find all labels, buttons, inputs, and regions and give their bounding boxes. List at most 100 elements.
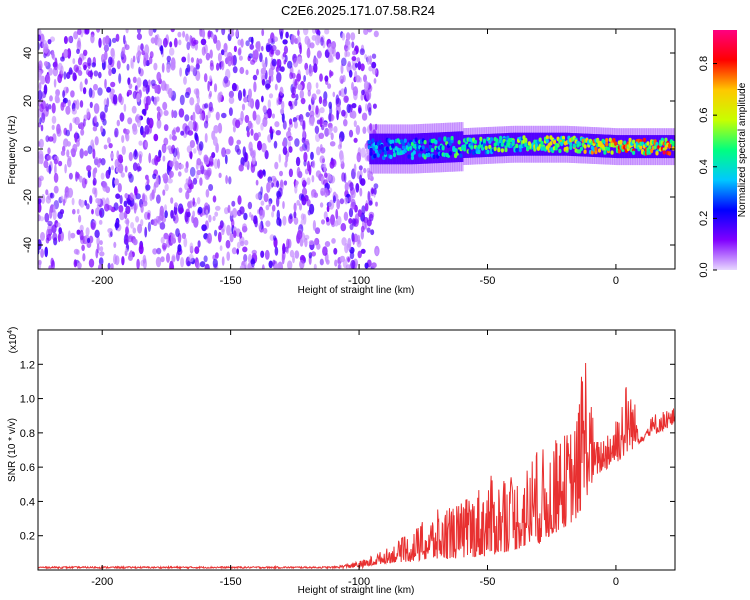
spectrogram-noise-cell [311, 29, 317, 34]
spectrogram-noise-cell [38, 198, 42, 204]
spectrogram-x-tick-label: -50 [480, 275, 496, 287]
spectrogram-signal-peak [572, 143, 576, 148]
spectrogram-noise-cell [164, 183, 169, 192]
spectrogram-noise-cell [224, 207, 229, 215]
spectrogram-noise-cell [96, 159, 101, 168]
spectrogram-noise-cell [178, 163, 184, 170]
spectrogram-noise-cell [156, 119, 162, 129]
spectrogram-noise-cell [221, 147, 227, 158]
spectrogram-noise-cell [44, 159, 48, 167]
spectrogram-noise-cell [93, 83, 98, 91]
spectrogram-signal-peak [565, 146, 569, 151]
spectrogram-noise-cell [130, 222, 135, 229]
spectrogram-noise-cell [111, 67, 117, 75]
spectrogram-noise-cell [124, 165, 128, 173]
spectrogram-noise-cell [187, 87, 191, 93]
spectrogram-noise-cell [279, 170, 283, 177]
spectrogram-noise-cell [147, 221, 151, 232]
spectrogram-noise-cell [108, 166, 111, 176]
spectrogram-noise-cell [190, 182, 194, 190]
spectrogram-noise-cell [324, 127, 330, 137]
snr-y-tick-label: 1.0 [20, 394, 35, 406]
spectrogram-noise-cell [289, 213, 293, 220]
spectrogram-noise-cell [114, 178, 119, 186]
spectrogram-noise-cell [245, 40, 250, 47]
spectrogram-noise-cell [62, 90, 65, 99]
spectrogram-y-tick-label: 0 [22, 146, 34, 152]
spectrogram-noise-cell [263, 170, 266, 177]
spectrogram-noise-cell [261, 264, 265, 269]
spectrogram-noise-cell [285, 154, 289, 163]
spectrogram-noise-cell [170, 197, 174, 204]
spectrogram-noise-cell [65, 129, 71, 137]
spectrogram-noise-cell [356, 152, 362, 163]
spectrogram-noise-cell [132, 55, 136, 63]
spectrogram-noise-cell [156, 247, 162, 255]
spectrogram-noise-cell [306, 47, 311, 59]
spectrogram-signal-peak [538, 137, 542, 142]
spectrogram-signal-peak [668, 151, 672, 156]
spectrogram-noise-cell [163, 110, 169, 116]
spectrogram-noise-cell [94, 136, 99, 146]
spectrogram-noise-cell [124, 250, 128, 256]
spectrogram-noise-cell [127, 199, 131, 206]
spectrogram-noise-cell [188, 151, 193, 159]
spectrogram-noise-cell [85, 203, 90, 210]
spectrogram-noise-cell [276, 180, 280, 188]
spectrogram-noise-cell [205, 52, 211, 61]
spectrogram-signal-cell [455, 131, 459, 163]
spectrogram-noise-cell [355, 75, 361, 83]
spectrogram-noise-cell [341, 57, 347, 67]
spectrogram-noise-cell [66, 149, 70, 158]
spectrogram-y-tick-label: -40 [22, 237, 34, 253]
spectrogram-noise-cell [322, 98, 328, 107]
spectrogram-noise-cell [97, 198, 101, 206]
spectrogram-noise-cell [185, 161, 189, 169]
spectrogram-signal-peak [427, 152, 431, 157]
spectrogram-noise-cell [350, 259, 356, 269]
spectrogram-noise-cell [273, 263, 279, 269]
spectrogram-noise-cell [192, 197, 195, 206]
spectrogram-noise-cell [184, 167, 189, 173]
spectrogram-noise-cell [296, 73, 301, 82]
spectrogram-noise-cell [241, 103, 246, 111]
spectrogram-noise-cell [328, 199, 335, 210]
spectrogram-noise-cell [287, 135, 293, 141]
spectrogram-signal-peak [648, 145, 652, 150]
spectrogram-noise-cell [63, 71, 67, 80]
spectrogram-noise-cell [146, 178, 150, 185]
spectrogram-noise-cell [261, 29, 265, 37]
spectrogram-signal-peak [552, 140, 557, 145]
spectrogram-noise-cell [108, 68, 112, 76]
spectrogram-x-ticks: -200 -150 -100 -50 0 [91, 29, 619, 287]
spectrogram-noise-cell [76, 208, 80, 215]
spectrogram-noise-cell [66, 86, 69, 94]
spectrogram-noise-cell [244, 151, 248, 163]
spectrogram-noise-cell [130, 57, 133, 69]
spectrogram-noise-cell [304, 35, 310, 45]
spectrogram-noise-cell [215, 205, 221, 211]
spectrogram-noise-cell [238, 164, 244, 172]
spectrogram-noise-cell [135, 113, 141, 124]
spectrogram-cells [38, 29, 675, 269]
spectrogram-noise-cell [199, 161, 204, 171]
spectrogram-noise-cell [66, 48, 72, 59]
spectrogram-noise-cell [163, 137, 169, 146]
spectrogram-noise-cell [250, 214, 254, 221]
spectrogram-noise-cell [83, 64, 87, 71]
spectrogram-noise-cell [311, 160, 316, 169]
spectrogram-noise-cell [153, 96, 158, 106]
spectrogram-noise-cell [371, 61, 377, 69]
spectrogram-signal-peak [549, 141, 553, 146]
spectrogram-noise-cell [49, 95, 53, 102]
spectrogram-signal-peak [430, 148, 434, 153]
spectrogram-noise-cell [125, 226, 129, 235]
spectrogram-noise-cell [161, 242, 167, 250]
spectrogram-signal-cell [432, 132, 435, 164]
spectrogram-noise-cell [351, 41, 355, 49]
spectrogram-noise-cell [366, 55, 371, 65]
spectrogram-signal-peak [545, 135, 549, 140]
spectrogram-noise-cell [315, 82, 319, 89]
spectrogram-noise-cell [127, 89, 133, 96]
